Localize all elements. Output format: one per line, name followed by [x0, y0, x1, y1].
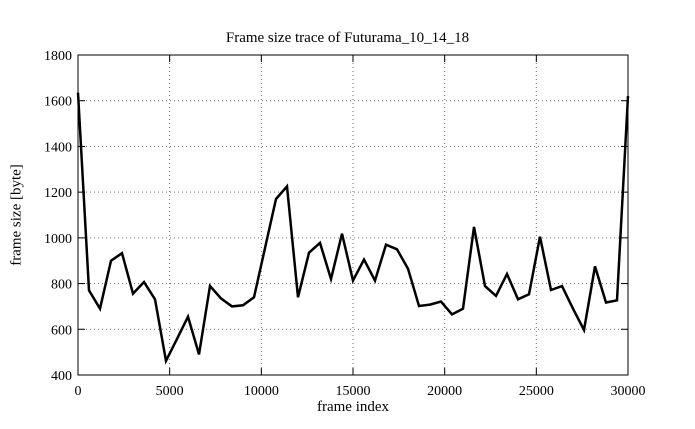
- y-tick-label: 1600: [44, 95, 72, 110]
- chart-title: Frame size trace of Futurama_10_14_18: [225, 30, 470, 46]
- y-tick-label: 1400: [44, 140, 72, 155]
- x-tick-label: 15000: [336, 384, 371, 399]
- y-tick-label: 1000: [44, 232, 72, 247]
- x-tick-label: 5000: [156, 384, 184, 399]
- x-axis-label: frame index: [316, 399, 390, 415]
- y-tick-label: 600: [51, 323, 72, 338]
- x-tick-label: 25000: [519, 384, 554, 399]
- y-tick-label: 800: [51, 278, 72, 293]
- x-tick-label: 20000: [427, 384, 462, 399]
- frame-size-trace-line: [76, 92, 630, 365]
- y-tick-label: 1800: [44, 49, 72, 64]
- x-tick-label: 0: [75, 384, 82, 399]
- y-tick-label: 400: [51, 369, 72, 384]
- x-tick-label: 30000: [611, 384, 646, 399]
- x-tick-label: 10000: [244, 384, 279, 399]
- y-tick-label: 1200: [44, 186, 72, 201]
